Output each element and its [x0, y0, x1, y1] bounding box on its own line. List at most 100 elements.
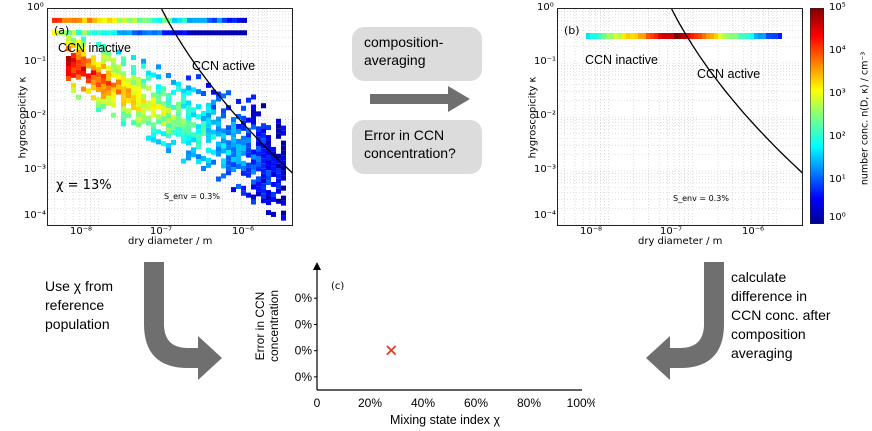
heatmap-cell [266, 165, 271, 171]
colorbar-label: number conc. n(D, κ) / cm⁻³ [859, 51, 871, 186]
heatmap-cell [626, 33, 630, 39]
heatmap-cell [251, 199, 256, 205]
heatmap-cell [131, 120, 136, 126]
heatmap-cell [117, 17, 122, 23]
heatmap-cell [126, 113, 131, 119]
heatmap-cell [186, 140, 191, 146]
heatmap-cell [754, 33, 758, 39]
panel-a-letter: (a) [54, 24, 70, 37]
heatmap-cell [251, 154, 256, 160]
heatmap-cell [186, 130, 191, 136]
heatmap-cell [251, 114, 256, 120]
heatmap-cell [191, 152, 196, 158]
heatmap-cell [726, 33, 730, 39]
heatmap-cell [96, 67, 101, 73]
heatmap-cell [142, 30, 147, 36]
panel-c-ytick-label: 80% [295, 291, 312, 305]
heatmap-cell [81, 86, 86, 92]
heatmap-cell [131, 85, 136, 91]
heatmap-cell [261, 138, 266, 144]
heatmap-cell [146, 75, 151, 81]
panel-c-ylabel: Error in CCN concentration [253, 271, 281, 381]
heatmap-cell [221, 148, 226, 154]
heatmap-cell [156, 99, 161, 105]
heatmap-cell [742, 33, 746, 39]
panel-a-ytick: 10⁰ [27, 2, 44, 13]
heatmap-cell [126, 78, 131, 84]
panel-b-letter: (b) [564, 24, 580, 37]
heatmap-cell [276, 163, 281, 169]
heatmap-cell [126, 98, 131, 104]
panel-b-xtick: 10⁻⁸ [580, 226, 603, 237]
heatmap-cell [166, 113, 171, 119]
heatmap-cell [136, 96, 141, 102]
heatmap-cell [236, 143, 241, 149]
heatmap-cell [101, 88, 106, 94]
heatmap-cell [116, 84, 121, 90]
heatmap-cell [102, 30, 107, 36]
heatmap-cell [126, 93, 131, 99]
heatmap-cell [131, 80, 136, 86]
heatmap-cell [166, 143, 171, 149]
heatmap-cell [66, 56, 71, 61]
heatmap-cell [66, 71, 71, 76]
heatmap-cell [598, 33, 602, 39]
heatmap-cell [242, 30, 247, 36]
colorbar-tick: 10² [829, 131, 846, 142]
composition-averaging-callout: composition-averaging [352, 27, 482, 81]
panel-a-ccn-active-label: CCN active [192, 59, 256, 73]
heatmap-cell [176, 101, 181, 107]
heatmap-cell [182, 17, 187, 23]
heatmap-cell [206, 132, 211, 138]
heatmap-cell [121, 91, 126, 97]
heatmap-cell [86, 88, 91, 94]
heatmap-cell [131, 55, 136, 61]
heatmap-cell [271, 146, 276, 152]
heatmap-cell [136, 91, 141, 97]
heatmap-cell [201, 116, 206, 121]
heatmap-cell [196, 124, 201, 130]
heatmap-cell [81, 71, 86, 77]
heatmap-cell [276, 123, 281, 129]
heatmap-cell [206, 147, 211, 153]
heatmap-cell [136, 101, 141, 107]
heatmap-cell [71, 72, 76, 78]
heatmap-cell [186, 105, 191, 111]
panel-a-chi-label: χ = 13% [56, 178, 112, 193]
heatmap-cell [171, 139, 176, 145]
heatmap-cell [694, 33, 698, 39]
panel-c-letter: (c) [331, 281, 345, 292]
heatmap-cell [201, 166, 206, 171]
heatmap-cell [191, 122, 196, 128]
heatmap-cell [136, 81, 141, 87]
heatmap-cell [271, 166, 276, 172]
heatmap-cell [151, 127, 156, 133]
heatmap-cell [71, 82, 76, 88]
heatmap-cell [722, 33, 726, 39]
heatmap-cell [216, 96, 221, 102]
heatmap-cell [256, 151, 261, 157]
heatmap-cell [211, 129, 216, 135]
heatmap-cell [211, 109, 216, 115]
heatmap-cell [146, 120, 151, 126]
heatmap-cell [141, 113, 146, 119]
heatmap-cell [738, 33, 742, 39]
panel-b-ytick: 10⁻³ [534, 164, 557, 175]
heatmap-cell [156, 114, 161, 120]
heatmap-cell [196, 114, 201, 120]
heatmap-cell [141, 78, 146, 84]
heatmap-cell [251, 109, 256, 115]
heatmap-cell [186, 125, 191, 131]
heatmap-cell [141, 108, 146, 114]
heatmap-cell [141, 93, 146, 99]
heatmap-cell [226, 170, 231, 176]
heatmap-cell [196, 134, 201, 140]
heatmap-cell [156, 84, 161, 90]
heatmap-cell [702, 33, 706, 39]
heatmap-cell [251, 124, 256, 130]
heatmap-cell [246, 152, 251, 158]
heatmap-cell [281, 150, 286, 156]
heatmap-cell [151, 92, 156, 98]
heatmap-cell [211, 159, 216, 165]
activation-curve [671, 9, 802, 174]
